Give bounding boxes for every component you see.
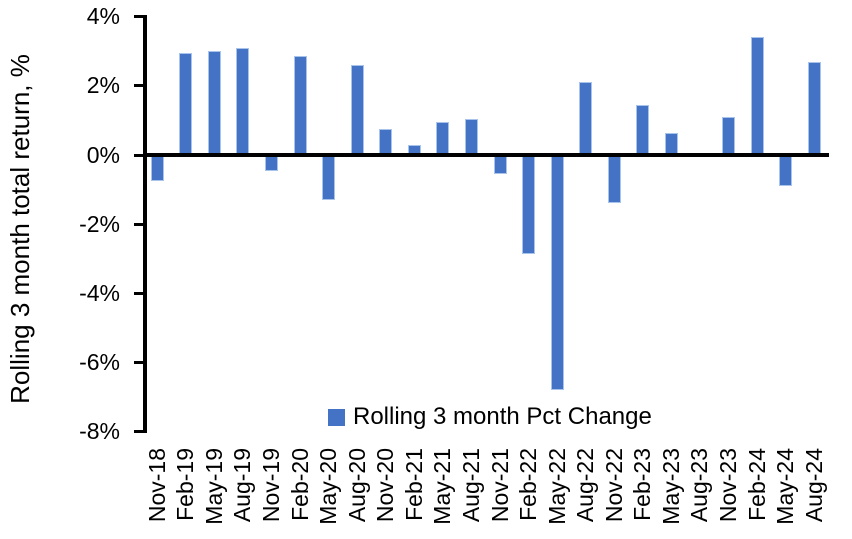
- x-tick-label-Nov-20: Nov-20: [372, 448, 399, 523]
- x-tick-label-Feb-20: Feb-20: [286, 448, 313, 521]
- x-tick-label-Aug-24: Aug-24: [800, 448, 827, 523]
- y-tick-label: 2%: [86, 72, 120, 99]
- x-tick-label-Aug-21: Aug-21: [457, 448, 484, 523]
- x-tick-label-Feb-21: Feb-21: [400, 448, 427, 521]
- y-axis-tick: [134, 84, 147, 88]
- y-tick-label: -6%: [79, 349, 120, 376]
- x-tick-label-Nov-19: Nov-19: [258, 448, 285, 523]
- bar-May-21: [436, 122, 450, 155]
- bar-May-22: [550, 155, 564, 391]
- y-axis-tick: [134, 153, 147, 157]
- y-tick-label: 4%: [86, 3, 120, 30]
- bar-Nov-19: [265, 155, 279, 171]
- x-tick-label-Feb-22: Feb-22: [515, 448, 542, 521]
- bar-Aug-22: [579, 82, 593, 155]
- x-tick-label-Feb-23: Feb-23: [629, 448, 656, 521]
- bar-Feb-20: [293, 56, 307, 155]
- x-tick-label-May-24: May-24: [772, 448, 799, 525]
- bar-Nov-23: [722, 116, 736, 155]
- bar-May-20: [322, 155, 336, 200]
- y-axis-tick: [134, 15, 147, 19]
- x-tick-label-Aug-19: Aug-19: [229, 448, 256, 523]
- x-tick-label-Nov-21: Nov-21: [486, 448, 513, 523]
- x-tick-label-Aug-20: Aug-20: [343, 448, 370, 523]
- y-axis-tick: [134, 222, 147, 226]
- x-tick-label-Nov-23: Nov-23: [715, 448, 742, 523]
- y-axis-tick: [134, 291, 147, 295]
- x-tick-label-Aug-22: Aug-22: [572, 448, 599, 523]
- bar-May-23: [664, 132, 678, 155]
- x-tick-label-May-23: May-23: [657, 448, 684, 525]
- y-tick-label: -8%: [79, 418, 120, 445]
- bar-Nov-20: [379, 129, 393, 155]
- bar-Nov-22: [607, 155, 621, 204]
- bar-Feb-19: [179, 52, 193, 155]
- x-tick-label-May-22: May-22: [543, 448, 570, 525]
- bar-Aug-20: [350, 65, 364, 155]
- legend: Rolling 3 month Pct Change: [328, 404, 652, 430]
- bar-Feb-22: [522, 155, 536, 254]
- bar-May-19: [207, 51, 221, 155]
- y-tick-label: 0%: [86, 141, 120, 168]
- bar-Aug-24: [807, 61, 821, 155]
- x-axis-zero-line: [143, 153, 829, 157]
- x-tick-label-Nov-22: Nov-22: [600, 448, 627, 523]
- y-tick-label: -4%: [79, 279, 120, 306]
- x-tick-label-May-19: May-19: [200, 448, 227, 525]
- legend-label: Rolling 3 month Pct Change: [353, 403, 652, 430]
- y-tick-label: -2%: [79, 210, 120, 237]
- bar-Nov-21: [493, 155, 507, 175]
- bar-May-24: [779, 155, 793, 187]
- bar-Feb-23: [636, 104, 650, 155]
- bar-Aug-19: [236, 47, 250, 155]
- bar-Aug-21: [464, 118, 478, 155]
- x-tick-label-May-21: May-21: [429, 448, 456, 525]
- bar-Feb-24: [750, 37, 764, 155]
- x-tick-label-Feb-24: Feb-24: [743, 448, 770, 521]
- y-axis-tick: [134, 430, 147, 434]
- x-tick-label-May-20: May-20: [315, 448, 342, 525]
- legend-marker-square: [328, 408, 345, 426]
- bar-Nov-18: [150, 155, 164, 181]
- x-tick-label-Feb-19: Feb-19: [172, 448, 199, 521]
- x-tick-label-Nov-18: Nov-18: [143, 448, 170, 523]
- x-tick-label-Aug-23: Aug-23: [686, 448, 713, 523]
- y-axis-tick: [134, 361, 147, 365]
